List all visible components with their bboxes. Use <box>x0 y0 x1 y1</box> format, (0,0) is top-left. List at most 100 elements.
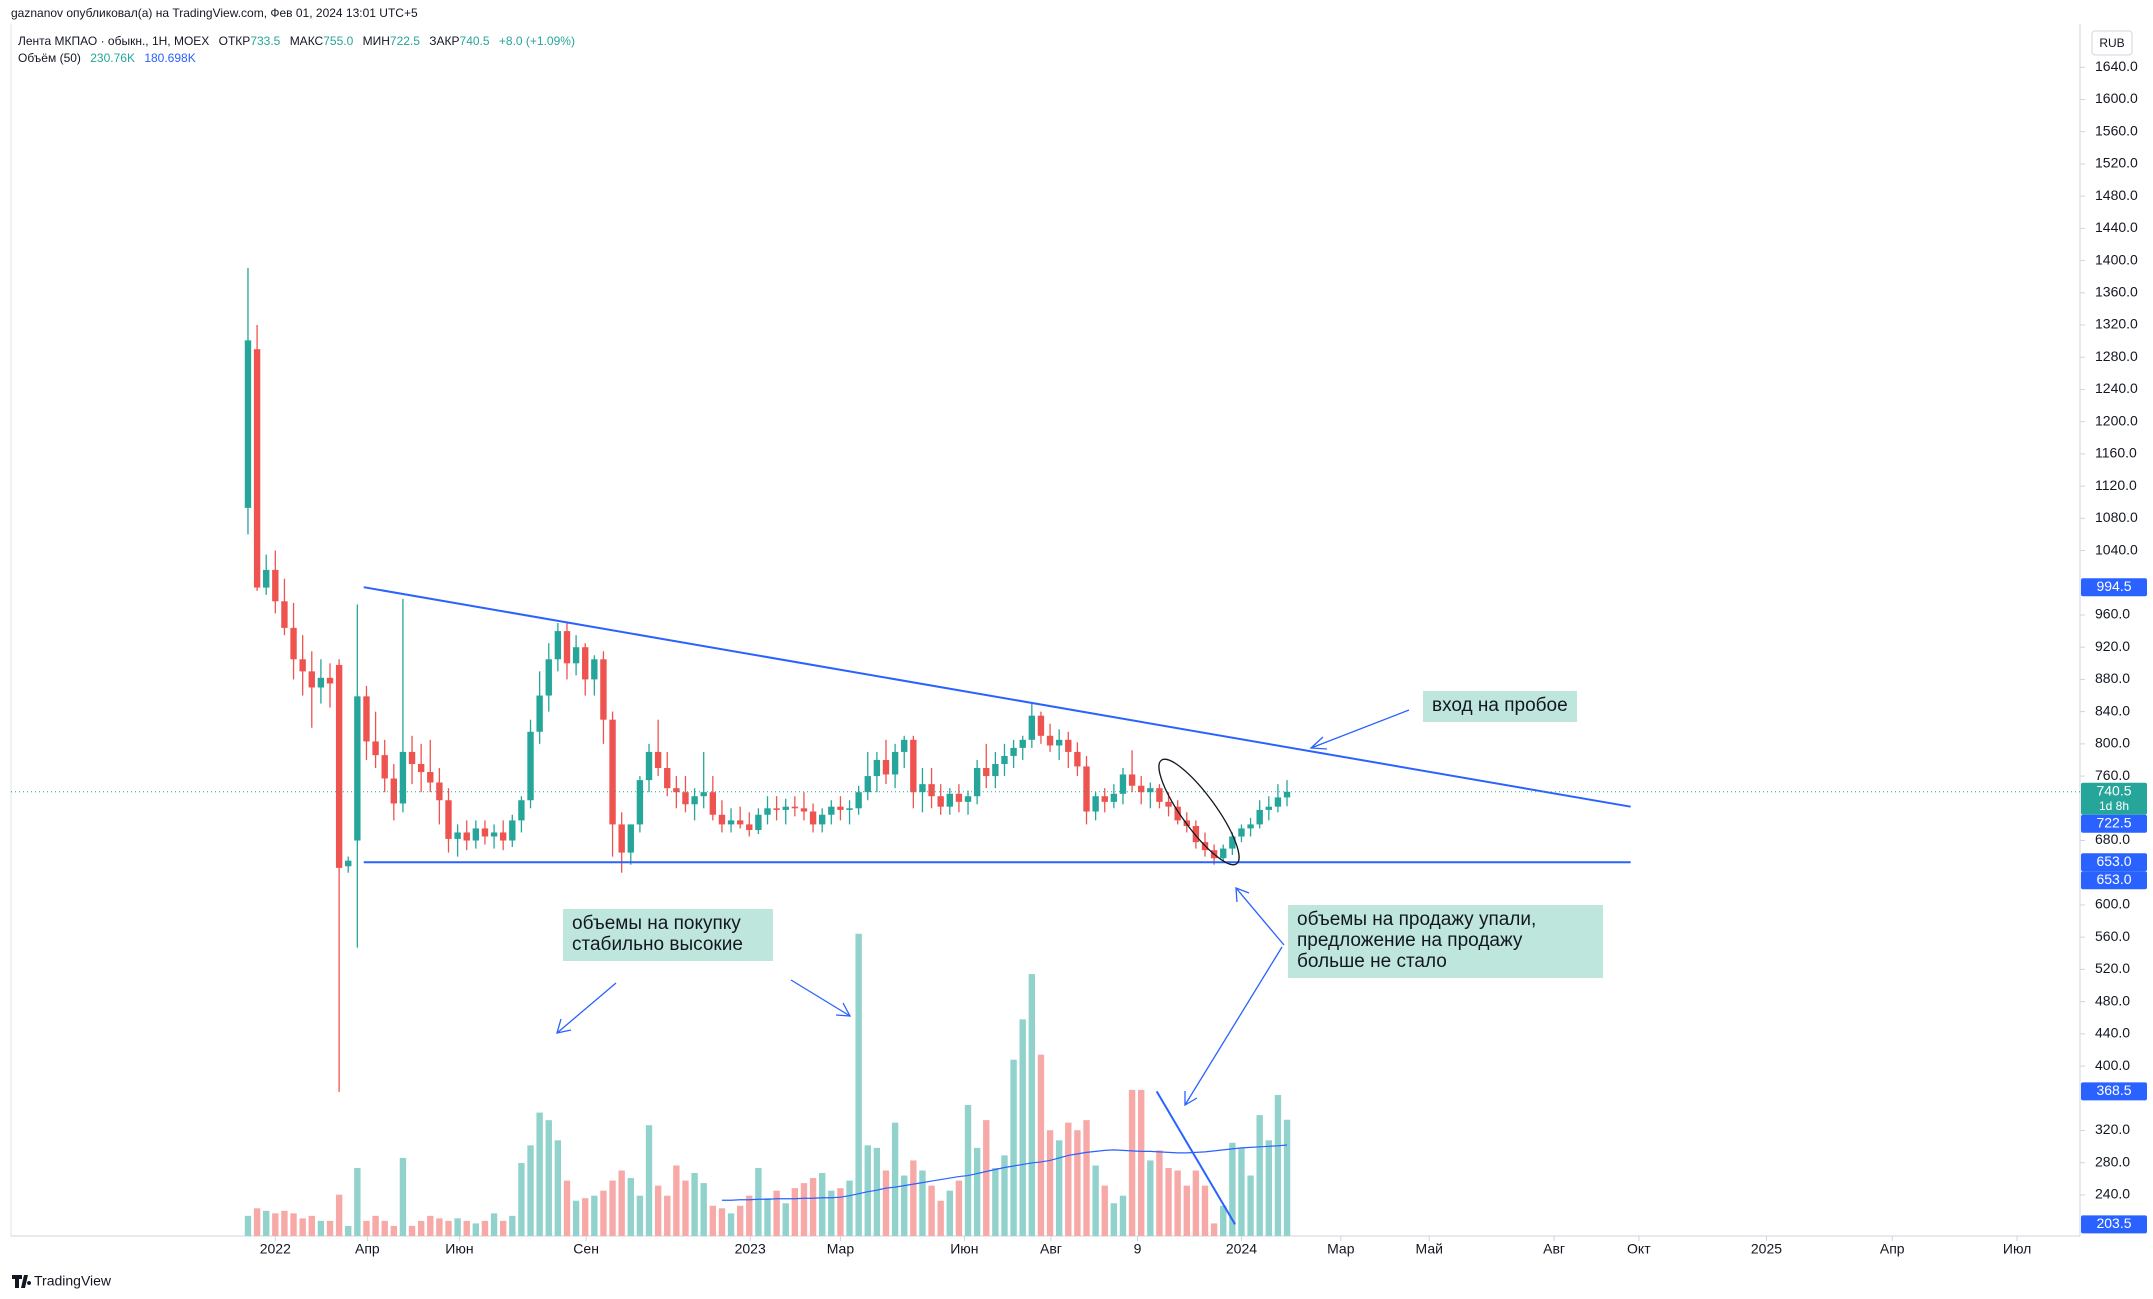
volume-legend: Объём (50) 230.76K 180.698K <box>18 51 196 65</box>
header: gaznanov опубликовал(а) на TradingView.c… <box>11 6 418 20</box>
x-tick-label: Июн <box>950 1241 978 1257</box>
volume-bar <box>654 1185 662 1236</box>
volume-bar <box>1192 1170 1200 1236</box>
candle-body <box>627 824 634 853</box>
volume-bar <box>244 1215 252 1236</box>
change: +8.0 (+1.09%) <box>499 34 575 48</box>
value: 722.5 <box>390 34 420 48</box>
volume-bar <box>709 1205 717 1236</box>
volume-bar <box>782 1203 789 1236</box>
volume-bar <box>1256 1115 1263 1236</box>
candle-body <box>937 796 944 807</box>
y-tick-label: 1640.0 <box>2095 58 2138 74</box>
candle-body <box>490 832 498 837</box>
y-tick-label: 1080.0 <box>2095 509 2138 525</box>
candle-body <box>591 659 598 680</box>
candle-body <box>636 780 644 825</box>
candle-body <box>700 792 707 797</box>
y-tick-label: 440.0 <box>2095 1025 2130 1041</box>
volume-bar <box>299 1218 306 1236</box>
candle-body <box>1010 747 1017 756</box>
candle-body <box>326 677 334 684</box>
candle-body <box>299 659 306 672</box>
y-tick-label: 1240.0 <box>2095 380 2138 396</box>
candle-body <box>463 832 470 841</box>
volume-bar <box>372 1215 379 1236</box>
value: 733.5 <box>250 34 280 48</box>
volume-bar <box>1229 1142 1236 1236</box>
candle-body <box>973 768 981 797</box>
currency-box[interactable] <box>2091 30 2133 56</box>
candle-body <box>317 677 325 688</box>
annotation-text: предложение на продажу <box>1297 930 1523 951</box>
arrow-head <box>1235 887 1250 903</box>
volume-bar <box>755 1167 762 1236</box>
volume-bar <box>1238 1147 1245 1236</box>
volume-bar <box>1046 1130 1054 1236</box>
volume-bar <box>1165 1167 1172 1236</box>
label: ЗАКР <box>429 34 459 48</box>
volume-bar <box>490 1213 498 1236</box>
volume-bar <box>636 1195 644 1236</box>
x-tick-label: 2022 <box>260 1241 291 1257</box>
volume-bar <box>263 1210 270 1236</box>
candle-body <box>873 759 881 777</box>
annotation-box <box>1288 905 1603 978</box>
candle-body <box>1238 828 1245 837</box>
volume-bar <box>964 1105 972 1236</box>
trend-line <box>1155 1090 1236 1225</box>
y-tick-label: 920.0 <box>2095 638 2130 654</box>
y-tick-label: 1360.0 <box>2095 284 2138 300</box>
currency[interactable]: RUB <box>2099 36 2124 50</box>
candle-body <box>390 778 398 804</box>
candle-body <box>910 739 917 793</box>
volume-bar <box>809 1178 817 1236</box>
candle-body <box>427 772 434 783</box>
volume-bar <box>819 1173 826 1236</box>
arrow <box>1310 709 1410 749</box>
candle-body <box>499 832 507 841</box>
candle-body <box>1192 826 1200 843</box>
candle-body <box>764 808 771 815</box>
volume-bar <box>554 1140 562 1236</box>
candle-body <box>1083 766 1090 812</box>
candle-body <box>691 796 698 805</box>
candle-body <box>1156 788 1163 802</box>
candle-body <box>983 768 990 777</box>
volume-bar <box>955 1180 963 1236</box>
y-tick-label: 1440.0 <box>2095 219 2138 235</box>
candle-body <box>1119 774 1127 794</box>
candle-body <box>1101 796 1108 802</box>
candle-body <box>445 800 452 839</box>
volume-bar <box>1220 1205 1227 1236</box>
x-tick-label: 2024 <box>1226 1241 1257 1257</box>
arrow-head <box>1184 1091 1198 1107</box>
candle-body <box>335 664 343 868</box>
price-badge <box>2081 578 2147 597</box>
volume-bar <box>873 1147 881 1236</box>
volume-bar <box>691 1173 698 1236</box>
price-badge <box>2081 853 2147 872</box>
volume-bar <box>609 1180 616 1236</box>
volume-bar <box>1083 1120 1090 1236</box>
label: МАКС <box>290 34 324 48</box>
arrow <box>1235 887 1285 946</box>
value: 230.76K <box>90 51 135 65</box>
x-tick-label: Май <box>1416 1241 1443 1257</box>
y-tick-label: 1600.0 <box>2095 90 2138 106</box>
price-badge-label: 722.5 <box>2096 814 2131 830</box>
symbol: Лента МКПАО · обыкн., 1Н, MOEX <box>18 34 209 48</box>
plot: 1640.0 1600.0 1560.0 1520.0 1480.0 1440.0 1400… <box>11 58 2147 1257</box>
volume-bar <box>1201 1185 1209 1236</box>
price-badge-label: 740.5 <box>2096 782 2131 798</box>
candle-body <box>1247 824 1254 829</box>
candle-body <box>828 806 835 815</box>
volume-bar <box>1055 1140 1063 1236</box>
y-tick-label: 800.0 <box>2095 735 2130 751</box>
volume-bar <box>1274 1094 1282 1236</box>
arrows <box>556 709 1410 1107</box>
volume-bar <box>1138 1089 1145 1236</box>
volume-bar <box>937 1200 944 1236</box>
candle-body <box>1028 715 1036 740</box>
volume-bar <box>290 1213 297 1236</box>
